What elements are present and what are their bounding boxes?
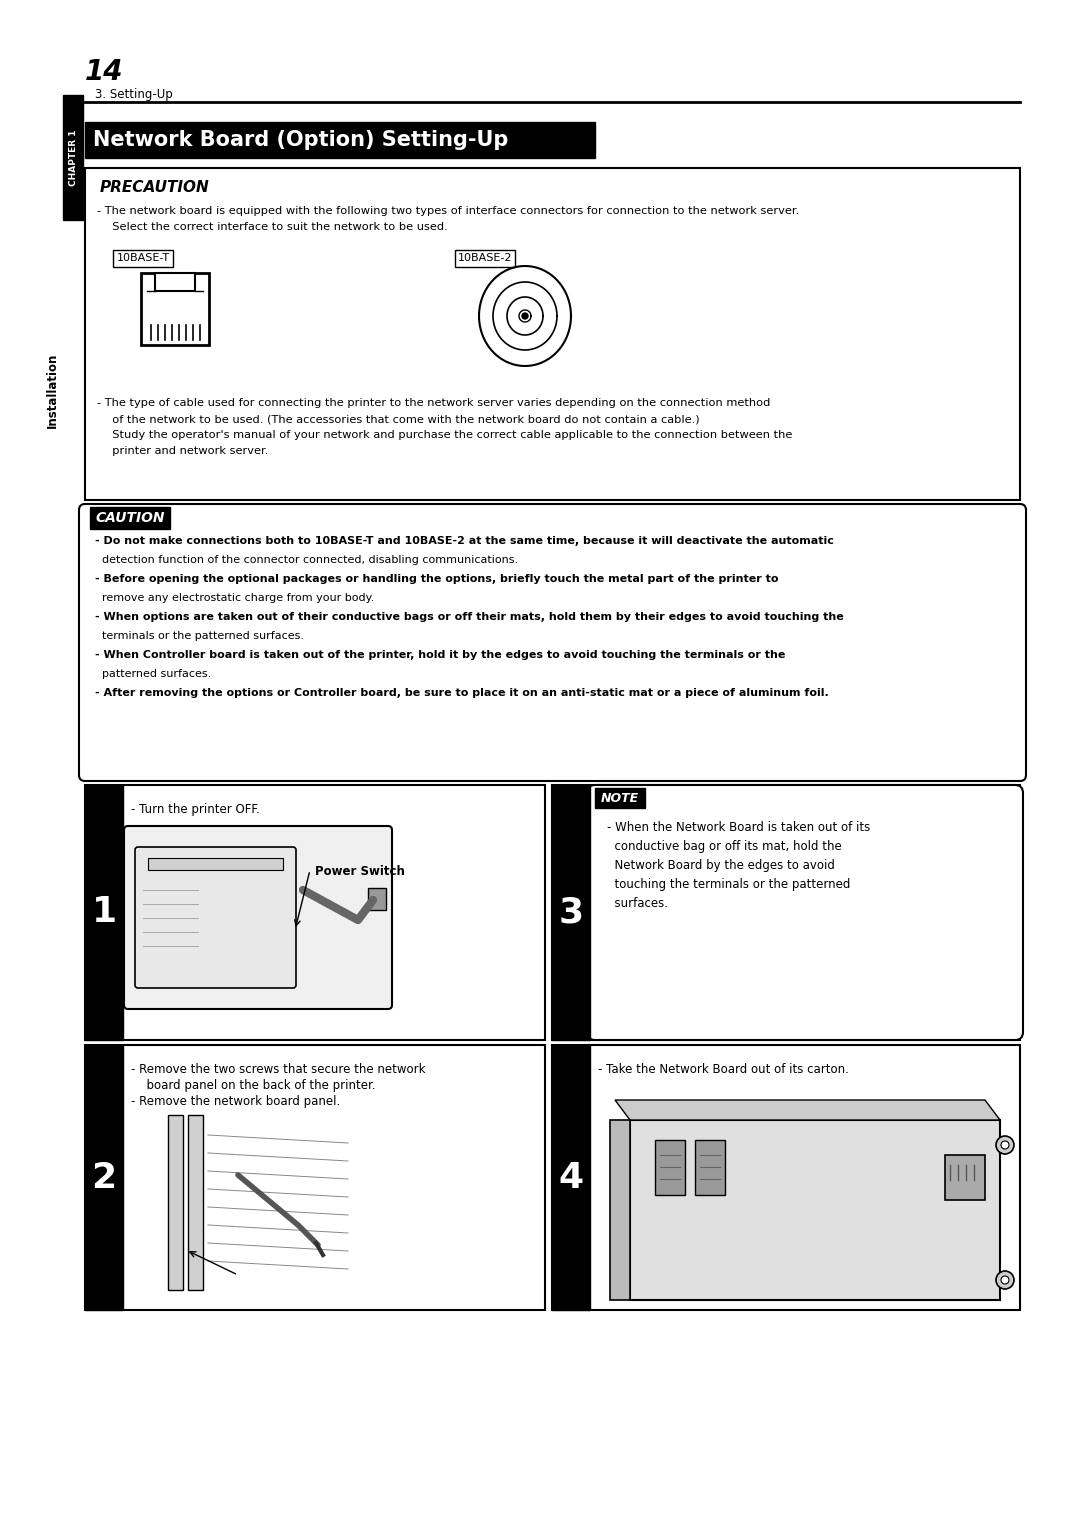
Text: board panel on the back of the printer.: board panel on the back of the printer. [139,1079,376,1093]
Text: terminals or the patterned surfaces.: terminals or the patterned surfaces. [95,631,303,642]
Text: 14: 14 [85,58,123,86]
Text: - When options are taken out of their conductive bags or off their mats, hold th: - When options are taken out of their co… [95,613,843,622]
FancyBboxPatch shape [124,827,392,1008]
Text: - Do not make connections both to 10BASE-T and 10BASE-2 at the same time, becaus: - Do not make connections both to 10BASE… [95,536,834,545]
Bar [654,1140,685,1195]
Text: CAUTION: CAUTION [95,510,165,526]
Circle shape [996,1135,1014,1154]
Text: Power Switch: Power Switch [315,865,405,879]
Bar [168,1115,183,1290]
Text: 3: 3 [558,895,583,929]
Bar [85,1045,545,1309]
Bar [90,507,170,529]
Circle shape [996,1271,1014,1290]
Text: Study the operator's manual of your network and purchase the correct cable appli: Study the operator's manual of your netw… [105,429,793,440]
Circle shape [1001,1276,1009,1284]
Text: - Before opening the optional packages or handling the options, briefly touch th: - Before opening the optional packages o… [95,575,779,584]
Text: Select the correct interface to suit the network to be used.: Select the correct interface to suit the… [105,222,448,232]
Bar [552,1045,590,1309]
Bar [85,785,545,1041]
Text: NOTE: NOTE [600,792,639,805]
Bar [188,1115,203,1290]
Bar [552,1045,1020,1309]
Text: - Remove the network board panel.: - Remove the network board panel. [131,1096,340,1108]
Bar [85,122,595,157]
Text: 1: 1 [92,895,117,929]
Circle shape [1001,1141,1009,1149]
Text: 10BASE-T: 10BASE-T [117,254,170,263]
Bar [85,168,1020,500]
Bar [141,274,210,345]
Bar [113,251,173,267]
Text: patterned surfaces.: patterned surfaces. [95,669,212,678]
Text: detection function of the connector connected, disabling communications.: detection function of the connector conn… [95,555,518,565]
FancyBboxPatch shape [588,785,1023,1041]
Text: Installation: Installation [45,353,58,428]
Text: Network Board (Option) Setting-Up: Network Board (Option) Setting-Up [93,130,509,150]
Text: 10BASE-2: 10BASE-2 [458,254,512,263]
Text: - Take the Network Board out of its carton.: - Take the Network Board out of its cart… [598,1063,849,1076]
Text: of the network to be used. (The accessories that come with the network board do : of the network to be used. (The accessor… [105,414,700,423]
Text: remove any electrostatic charge from your body.: remove any electrostatic charge from you… [95,593,375,604]
Text: printer and network server.: printer and network server. [105,446,268,455]
Polygon shape [630,1120,1000,1300]
Text: - The network board is equipped with the following two types of interface connec: - The network board is equipped with the… [97,206,799,215]
Text: surfaces.: surfaces. [607,897,669,911]
Bar [552,785,1020,1041]
Text: - Turn the printer OFF.: - Turn the printer OFF. [131,804,260,816]
Bar [945,1155,985,1199]
Bar [156,274,195,290]
Text: CHAPTER 1: CHAPTER 1 [68,130,78,186]
Bar [368,888,386,911]
Bar [85,1045,123,1309]
Text: 2: 2 [92,1160,117,1195]
Text: touching the terminals or the patterned: touching the terminals or the patterned [607,879,850,891]
Bar [696,1140,725,1195]
Bar [63,95,83,220]
Bar [455,251,515,267]
Bar [148,859,283,869]
FancyBboxPatch shape [79,504,1026,781]
Text: - The type of cable used for connecting the printer to the network server varies: - The type of cable used for connecting … [97,397,770,408]
Bar [552,785,590,1041]
Text: - When the Network Board is taken out of its: - When the Network Board is taken out of… [607,821,870,834]
Text: PRECAUTION: PRECAUTION [100,180,210,196]
Text: - Remove the two screws that secure the network: - Remove the two screws that secure the … [131,1063,426,1076]
Bar [595,788,645,808]
Text: conductive bag or off its mat, hold the: conductive bag or off its mat, hold the [607,840,841,853]
FancyBboxPatch shape [135,847,296,989]
Text: 3. Setting-Up: 3. Setting-Up [95,89,173,101]
Text: 4: 4 [558,1160,583,1195]
Circle shape [522,313,528,319]
Polygon shape [610,1120,630,1300]
Bar [85,785,123,1041]
Polygon shape [615,1100,1000,1120]
Text: - When Controller board is taken out of the printer, hold it by the edges to avo: - When Controller board is taken out of … [95,649,785,660]
Text: Network Board by the edges to avoid: Network Board by the edges to avoid [607,859,835,872]
Text: - After removing the options or Controller board, be sure to place it on an anti: - After removing the options or Controll… [95,688,828,698]
